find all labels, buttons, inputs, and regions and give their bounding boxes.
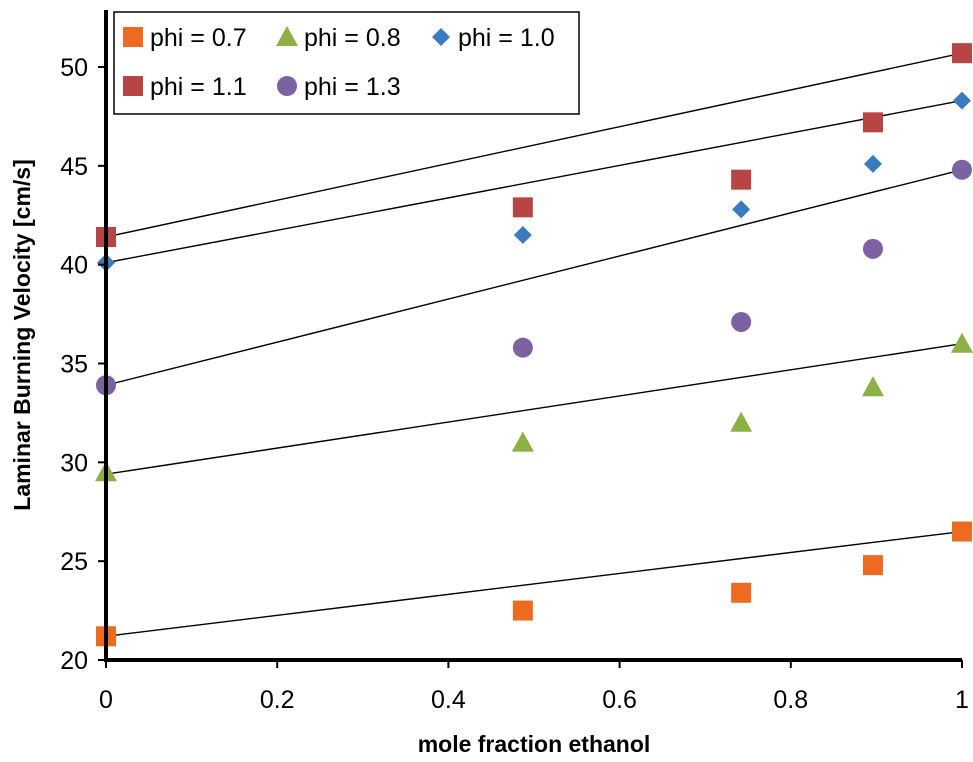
x-tick-label: 0.4 bbox=[431, 686, 466, 714]
data-point-series-3 bbox=[952, 43, 972, 64]
y-tick-label: 35 bbox=[60, 351, 88, 379]
legend-swatch-4 bbox=[277, 76, 297, 96]
legend: phi = 0.7 phi = 0.8 phi = 1.0 phi = 1.1 phi … bbox=[113, 11, 580, 115]
y-tick-label: 45 bbox=[60, 153, 88, 181]
x-tick-label: 0.2 bbox=[260, 686, 295, 714]
x-tick-label: 1 bbox=[955, 686, 969, 714]
legend-box bbox=[113, 11, 580, 115]
data-point-series-2 bbox=[513, 226, 532, 245]
x-tick-label: 0 bbox=[99, 686, 113, 714]
trendline-series-0 bbox=[105, 530, 963, 637]
plot-area bbox=[95, 43, 973, 647]
data-point-series-0 bbox=[731, 582, 752, 603]
x-axis-title: mole fraction ethanol bbox=[418, 731, 651, 757]
y-tick-label: 30 bbox=[60, 449, 88, 477]
data-point-series-1 bbox=[511, 431, 534, 452]
y-axis-ticks: 20 25 30 35 40 45 50 bbox=[60, 54, 106, 675]
data-point-series-1 bbox=[951, 332, 973, 353]
data-point-series-4 bbox=[512, 337, 533, 358]
data-point-series-0 bbox=[512, 600, 533, 621]
data-point-series-3 bbox=[862, 112, 883, 133]
trendlines bbox=[105, 52, 963, 637]
data-point-series-2 bbox=[732, 200, 751, 219]
data-point-series-4 bbox=[952, 159, 972, 180]
data-point-series-2 bbox=[953, 91, 971, 110]
y-tick-label: 50 bbox=[60, 54, 88, 82]
data-point-series-4 bbox=[731, 311, 752, 332]
y-tick-label: 25 bbox=[60, 548, 88, 576]
x-axis-ticks: 0 0.2 0.4 0.6 0.8 1 bbox=[99, 660, 969, 714]
data-point-series-4 bbox=[862, 238, 883, 259]
data-point-series-1 bbox=[730, 411, 753, 432]
data-point-series-1 bbox=[861, 376, 884, 397]
y-axis-title: Laminar Burning Velocity [cm/s] bbox=[9, 159, 35, 510]
y-tick-label: 20 bbox=[60, 647, 88, 675]
legend-label-0: phi = 0.7 bbox=[150, 24, 247, 52]
legend-swatch-1 bbox=[276, 26, 298, 46]
data-point-series-3 bbox=[512, 197, 533, 218]
legend-label-4: phi = 1.3 bbox=[304, 73, 401, 101]
trendline-series-2 bbox=[105, 99, 963, 264]
trendline-series-1 bbox=[105, 343, 963, 475]
data-markers bbox=[95, 43, 973, 647]
legend-swatch-3 bbox=[123, 76, 143, 96]
data-point-series-0 bbox=[862, 555, 883, 576]
legend-label-3: phi = 1.1 bbox=[150, 73, 247, 101]
y-tick-label: 40 bbox=[60, 252, 88, 280]
x-tick-label: 0.8 bbox=[773, 686, 808, 714]
trendline-series-4 bbox=[105, 169, 963, 386]
x-tick-label: 0.6 bbox=[602, 686, 637, 714]
legend-label-2: phi = 1.0 bbox=[458, 24, 555, 52]
legend-swatch-0 bbox=[123, 27, 143, 47]
legend-label-1: phi = 0.8 bbox=[304, 24, 401, 52]
data-point-series-3 bbox=[731, 169, 752, 190]
data-point-series-0 bbox=[952, 521, 972, 542]
data-point-series-2 bbox=[863, 154, 882, 173]
trendline-series-3 bbox=[105, 52, 963, 238]
legend-swatch-2 bbox=[432, 28, 450, 46]
